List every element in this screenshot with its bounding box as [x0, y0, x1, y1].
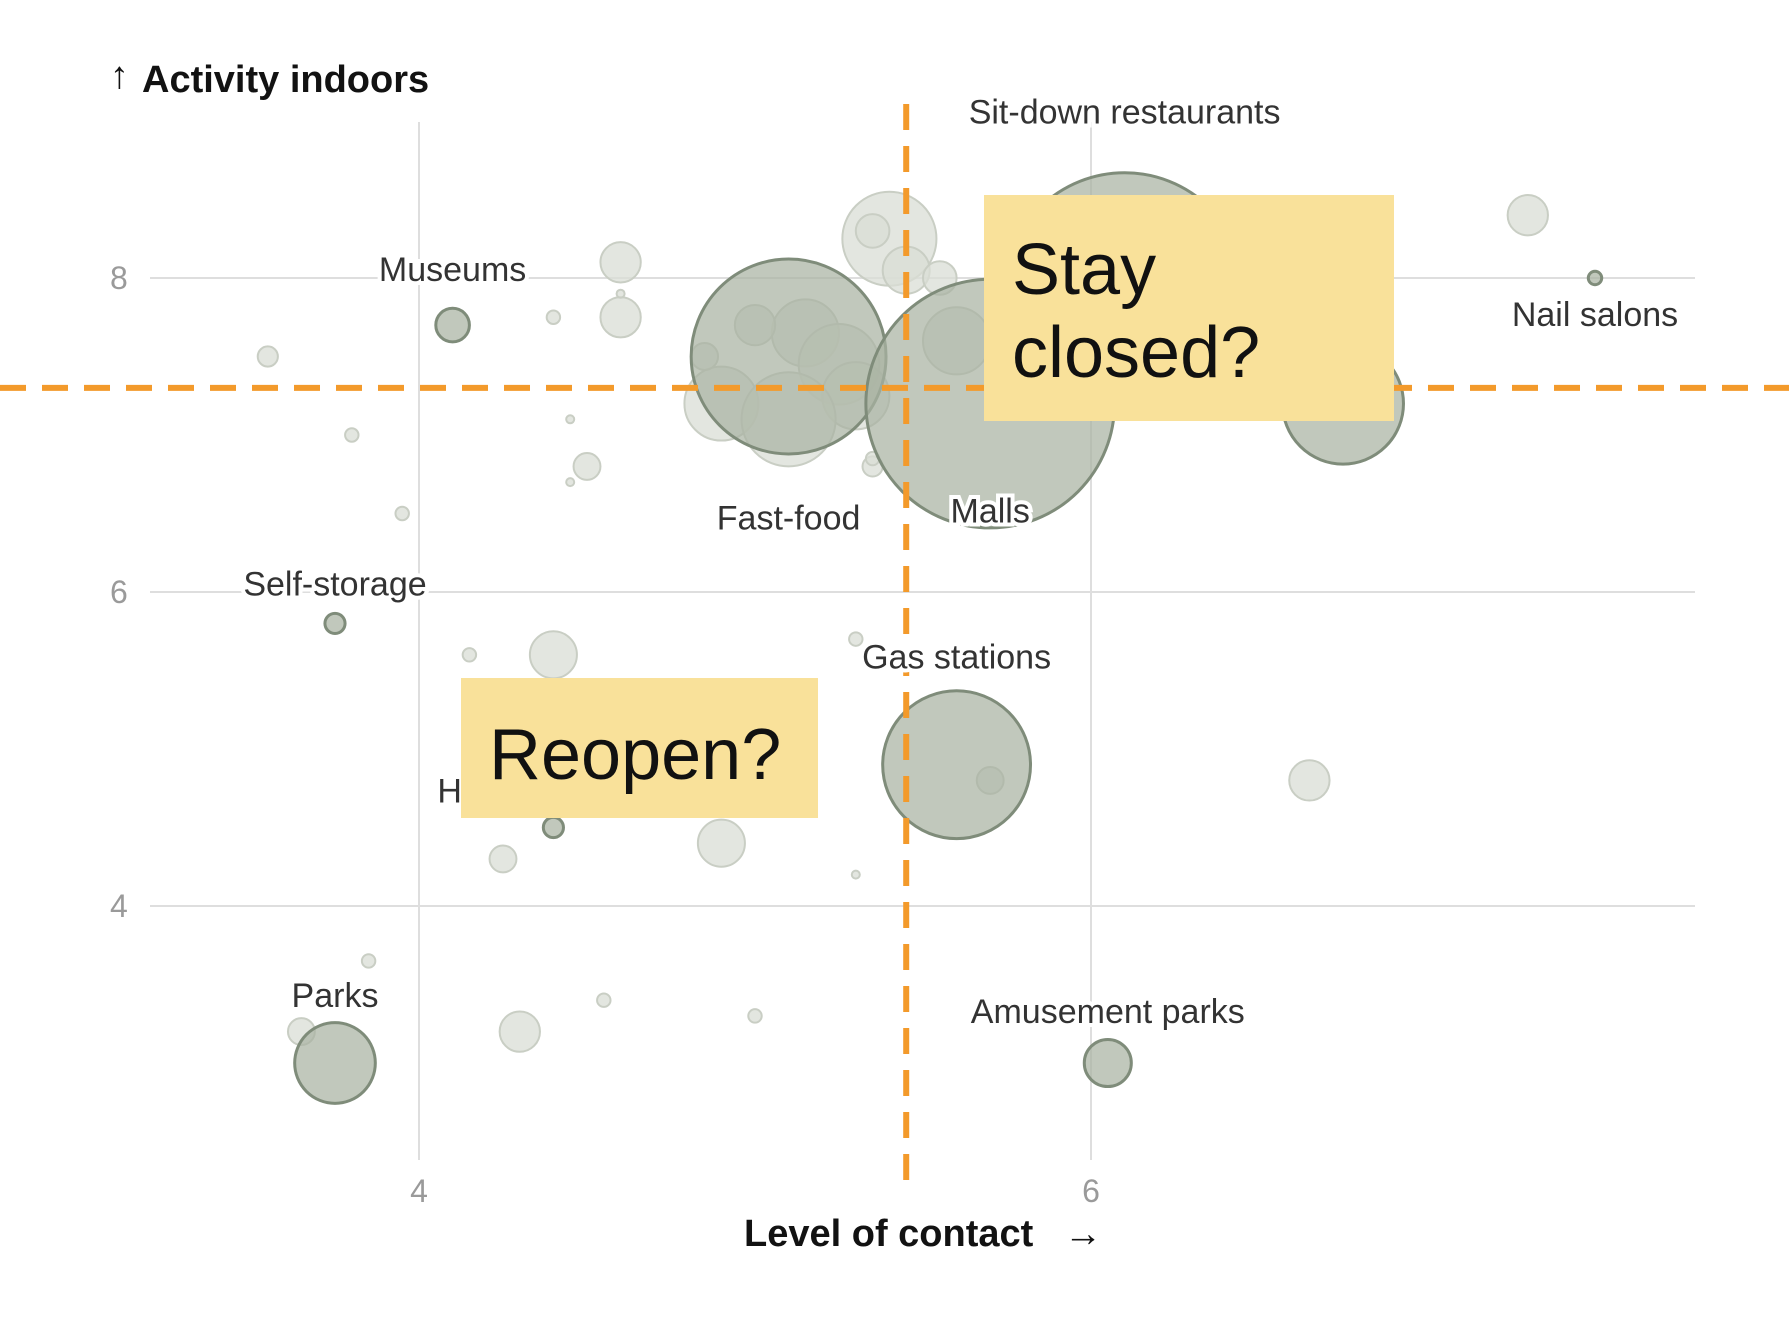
highlighted-point	[881, 689, 1033, 841]
background-point	[572, 451, 602, 481]
point-label: Sit-down restaurants	[969, 94, 1281, 132]
x-axis-title: Level of contact	[744, 1213, 1034, 1255]
y-axis-title: Activity indoors	[142, 59, 429, 101]
point-label: Fast-food	[717, 500, 861, 538]
background-point	[360, 953, 377, 969]
background-point	[850, 869, 861, 880]
background-point	[344, 427, 360, 443]
background-point	[1288, 759, 1331, 802]
highlighted-point	[1586, 269, 1604, 287]
tick-labels: 8 6 4 4 6	[110, 260, 1100, 1209]
background-point	[461, 647, 478, 663]
background-point	[545, 309, 562, 325]
stay-closed-line2: closed?	[1012, 312, 1261, 393]
background-point	[565, 414, 576, 425]
y-tick-label: 6	[110, 574, 128, 610]
highlighted-point	[541, 815, 565, 840]
highlighted-point	[1082, 1037, 1133, 1089]
threshold-lines	[0, 104, 1789, 1192]
highlighted-point	[293, 1021, 377, 1105]
point-label: Malls	[951, 493, 1030, 531]
background-point	[848, 631, 864, 647]
y-tick-label: 4	[110, 888, 128, 924]
point-label: Self-storage	[243, 565, 426, 603]
point-label: Amusement parks	[971, 993, 1245, 1031]
background-point	[394, 505, 410, 522]
background-point	[615, 288, 626, 299]
point-label: Nail salons	[1512, 296, 1678, 334]
x-axis-arrow: →	[1064, 1213, 1102, 1255]
background-point	[488, 844, 518, 874]
background-point	[528, 630, 578, 680]
background-point	[599, 241, 642, 284]
background-point	[498, 1010, 541, 1053]
background-point	[596, 992, 612, 1008]
x-tick-label: 6	[1082, 1173, 1100, 1209]
reopen-text: Reopen?	[489, 715, 782, 795]
x-tick-label: 4	[410, 1173, 428, 1209]
background-point	[696, 818, 746, 868]
highlighted-point	[689, 257, 888, 456]
stay-closed-annotation: Stay closed?	[984, 195, 1394, 421]
y-tick-label: 8	[110, 260, 128, 296]
background-point	[854, 213, 891, 249]
point-label: H	[437, 773, 462, 811]
background-point	[599, 296, 642, 339]
point-label: Museums	[379, 251, 526, 289]
y-axis-arrow: ↑	[110, 55, 129, 97]
background-point	[256, 345, 279, 368]
background-point	[1506, 194, 1549, 237]
point-label: Gas stations	[862, 639, 1051, 677]
stay-closed-line1: Stay	[1012, 230, 1157, 310]
highlighted-point	[323, 611, 347, 635]
background-point	[747, 1008, 763, 1024]
reopen-annotation: Reopen?	[461, 678, 818, 818]
point-labels: Museums Sit-down restaurants Nail salons Fa…	[239, 90, 1682, 1035]
point-label: Parks	[292, 977, 379, 1015]
highlighted-point	[434, 306, 471, 344]
background-point	[565, 477, 576, 488]
